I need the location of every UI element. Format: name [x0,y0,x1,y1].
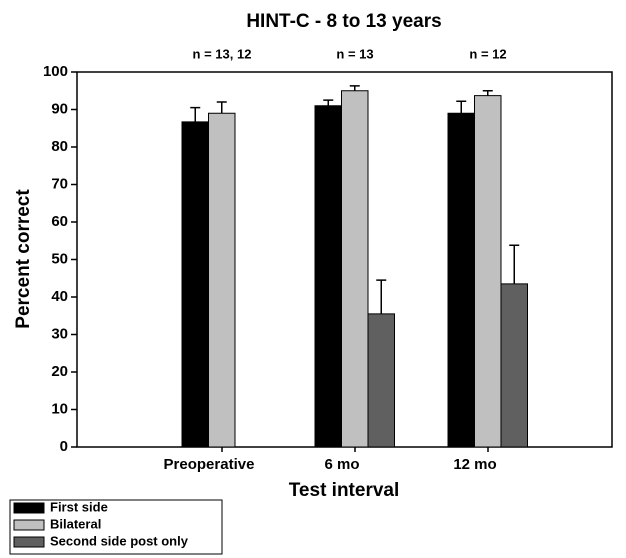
y-tick-label: 30 [51,325,68,342]
legend-swatch [13,502,45,514]
legend-swatch [13,519,45,531]
chart-title: HINT-C - 8 to 13 years [246,11,441,32]
bar [367,313,395,448]
y-axis-label: Percent correct [13,189,34,329]
bar [447,112,475,448]
y-tick-label: 70 [51,175,68,192]
x-tick-label: Preoperative [164,456,255,473]
legend-label: First side [50,499,108,514]
legend-swatch [13,536,45,548]
y-tick-label: 10 [51,400,68,417]
x-tick-label: 12 mo [453,456,496,473]
y-tick-label: 90 [51,100,68,117]
legend [9,499,223,555]
bar [208,112,236,448]
bar [474,95,502,448]
annotation: n = 13 [336,46,373,61]
bar [181,121,209,448]
bar [500,283,528,448]
x-tick-label: 6 mo [324,456,359,473]
y-tick-label: 20 [51,363,68,380]
y-tick-label: 100 [43,63,68,80]
y-tick-label: 0 [60,438,68,455]
y-tick-label: 80 [51,138,68,155]
y-tick-label: 60 [51,213,68,230]
legend-label: Second side post only [50,533,189,548]
annotation: n = 13, 12 [193,46,252,61]
y-tick-label: 40 [51,288,68,305]
x-axis-label: Test interval [289,480,400,501]
bar [314,105,342,448]
y-tick-label: 50 [51,250,68,267]
bar [341,90,369,448]
legend-label: Bilateral [50,516,101,531]
annotation: n = 12 [469,46,506,61]
